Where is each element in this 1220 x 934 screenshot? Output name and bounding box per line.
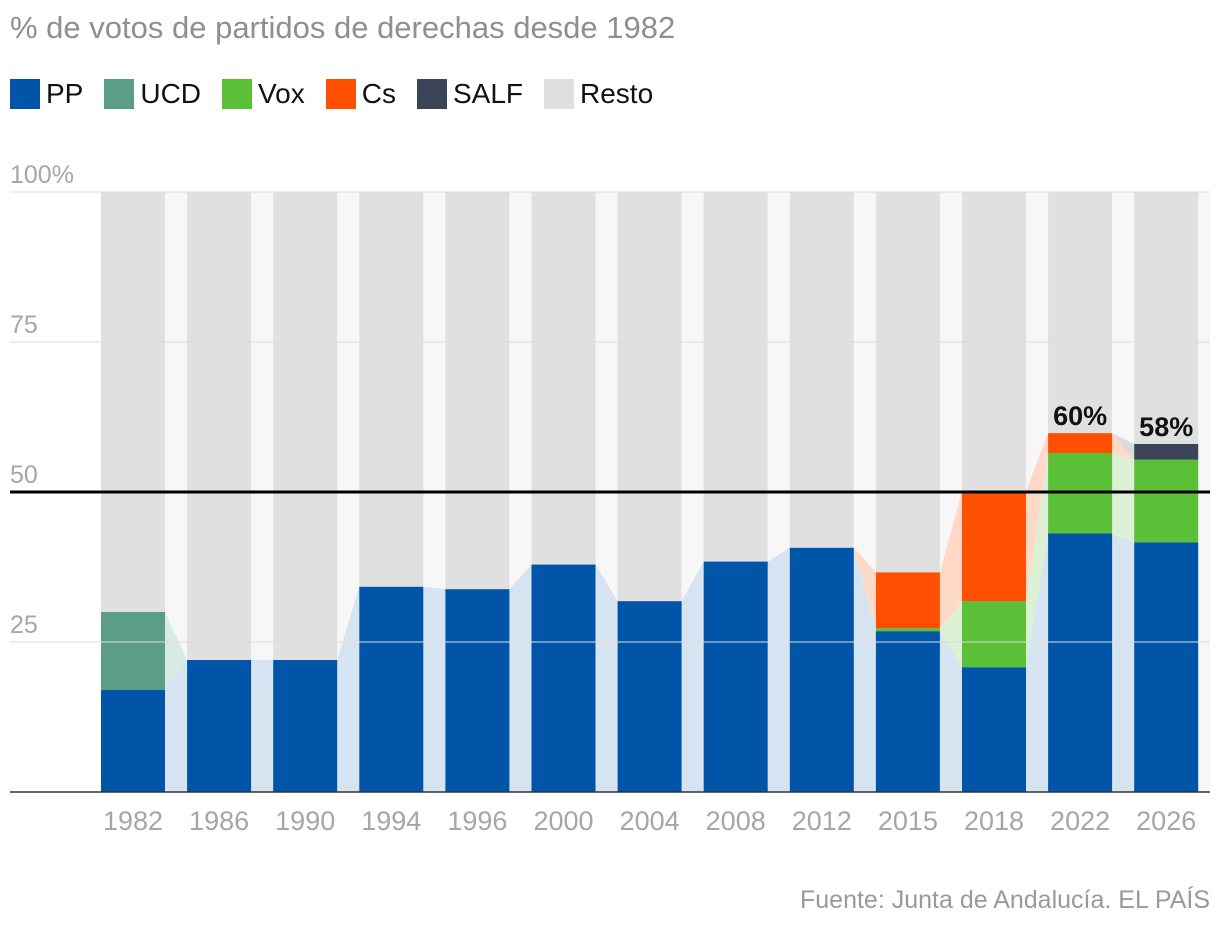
connector-pp bbox=[595, 564, 618, 792]
legend-item-salf: SALF bbox=[416, 78, 523, 110]
x-tick-label: 1982 bbox=[103, 806, 163, 836]
legend-label: SALF bbox=[452, 78, 523, 109]
connector-pp bbox=[939, 631, 962, 792]
connector-pp bbox=[767, 547, 790, 792]
connector-cs bbox=[853, 547, 876, 629]
connector-pp bbox=[165, 660, 188, 792]
x-tick-label: 2026 bbox=[1136, 806, 1196, 836]
bar-segment-cs bbox=[1048, 433, 1113, 453]
bar-segment-pp bbox=[445, 589, 510, 792]
bar-segment-ucd bbox=[101, 612, 165, 690]
connector-pp bbox=[251, 660, 274, 792]
legend: PP UCD Vox Cs SALF Resto bbox=[10, 78, 674, 110]
legend-item-ucd: UCD bbox=[104, 78, 201, 110]
bar-segment-pp bbox=[187, 660, 252, 792]
x-tick-label: 2018 bbox=[964, 806, 1024, 836]
bar-segment-pp bbox=[789, 547, 854, 792]
bar-segment-vox bbox=[962, 601, 1026, 668]
x-tick-label: 1996 bbox=[447, 806, 507, 836]
chart-title: % de votos de partidos de derechas desde… bbox=[10, 10, 676, 45]
legend-label: UCD bbox=[140, 78, 202, 109]
connector-cs bbox=[939, 491, 962, 629]
connector-pp bbox=[681, 561, 704, 792]
x-tick-label: 1994 bbox=[361, 806, 421, 836]
legend-item-pp: PP bbox=[10, 78, 83, 110]
x-tick-label: 2012 bbox=[792, 806, 852, 836]
x-tick-label: 2022 bbox=[1050, 806, 1110, 836]
bar-segment-pp bbox=[359, 586, 424, 792]
connector-salf bbox=[1112, 433, 1135, 460]
connector-pp bbox=[1026, 533, 1049, 792]
legend-label: PP bbox=[46, 78, 84, 109]
legend-swatch-salf bbox=[416, 79, 447, 109]
x-tick-label: 1986 bbox=[189, 806, 249, 836]
legend-item-resto: Resto bbox=[544, 78, 653, 110]
legend-swatch-ucd bbox=[104, 79, 135, 109]
bar-segment-pp bbox=[1134, 542, 1199, 792]
connector-pp bbox=[337, 586, 360, 792]
x-tick-label: 2008 bbox=[706, 806, 766, 836]
connector-ucd bbox=[165, 612, 188, 690]
connector-pp bbox=[509, 564, 532, 792]
bar-segment-pp bbox=[1048, 533, 1113, 792]
bar-segment-pp bbox=[703, 561, 768, 792]
legend-swatch-resto bbox=[544, 79, 574, 109]
bar-segment-cs bbox=[962, 491, 1026, 602]
connector-vox bbox=[853, 547, 876, 632]
total-label: 58% bbox=[1139, 412, 1193, 442]
connector-vox bbox=[1026, 453, 1049, 668]
source-note: Fuente: Junta de Andalucía. EL PAÍS bbox=[800, 886, 1210, 914]
legend-swatch-cs bbox=[325, 79, 356, 109]
bar-segment-vox bbox=[1134, 459, 1199, 543]
y-tick-label: 25 bbox=[10, 611, 38, 639]
bar-segment-pp bbox=[101, 690, 165, 792]
bar-segment-salf bbox=[1134, 444, 1199, 460]
total-label: 60% bbox=[1053, 401, 1107, 431]
legend-label: Cs bbox=[361, 78, 396, 109]
y-tick-label: 50 bbox=[10, 461, 38, 489]
legend-label: Vox bbox=[258, 78, 305, 109]
legend-swatch-vox bbox=[222, 79, 253, 109]
bar-segment-pp bbox=[617, 601, 682, 792]
x-tick-label: 2004 bbox=[620, 806, 680, 836]
connector-pp bbox=[423, 586, 446, 792]
connector-pp bbox=[853, 547, 876, 792]
connector-vox bbox=[1112, 453, 1135, 543]
connector-cs bbox=[1112, 433, 1135, 460]
connector-cs bbox=[1026, 433, 1049, 602]
legend-label: Resto bbox=[580, 78, 654, 109]
y-tick-label: 75 bbox=[10, 311, 38, 339]
legend-swatch-pp bbox=[10, 79, 40, 109]
bar-segment-cs bbox=[875, 572, 940, 629]
bar-segment-pp bbox=[273, 660, 338, 792]
connector-vox bbox=[939, 601, 962, 668]
bar-segment-vox bbox=[875, 628, 940, 632]
connector-pp bbox=[1112, 533, 1135, 792]
y-tick-label: 100% bbox=[10, 161, 74, 189]
x-tick-label: 1990 bbox=[275, 806, 335, 836]
bar-segment-pp bbox=[531, 564, 596, 792]
x-tick-label: 2015 bbox=[878, 806, 938, 836]
legend-item-cs: Cs bbox=[325, 78, 396, 110]
bar-segment-pp bbox=[962, 667, 1026, 792]
bar-segment-pp bbox=[875, 631, 940, 792]
legend-item-vox: Vox bbox=[222, 78, 305, 110]
x-tick-label: 2000 bbox=[533, 806, 593, 836]
